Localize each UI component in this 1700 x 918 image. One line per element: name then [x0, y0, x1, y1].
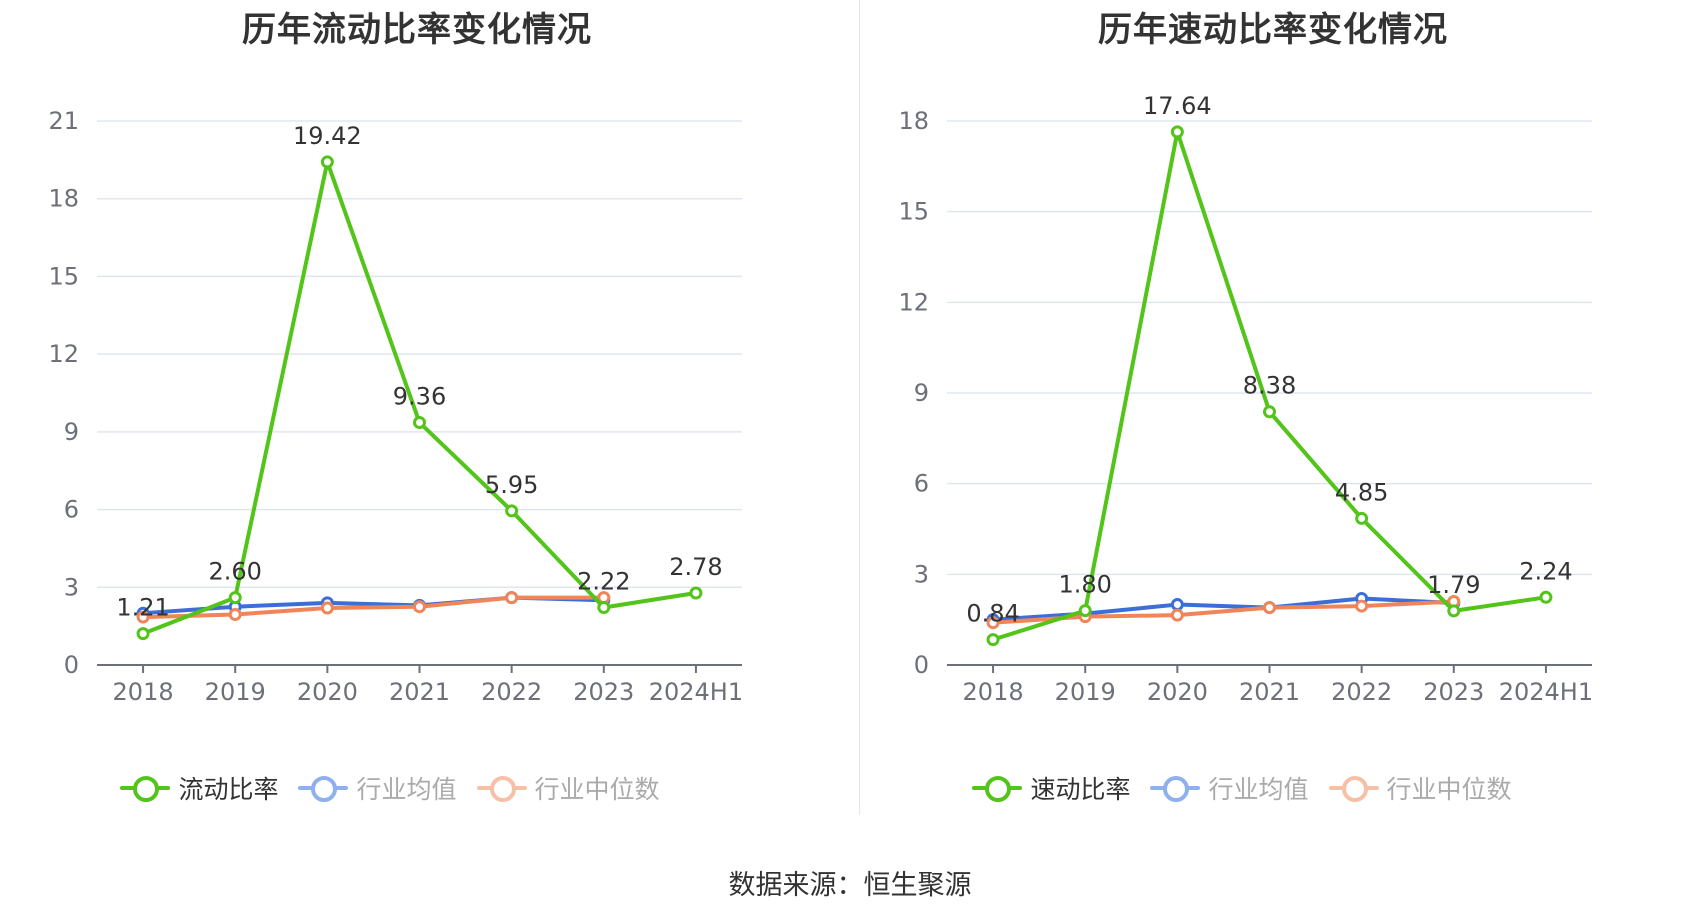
data-point[interactable] [986, 633, 1000, 647]
data-point[interactable] [597, 600, 611, 614]
data-label: 8.38 [1243, 372, 1296, 400]
legend: 速动比率 行业均值 行业中位数 [817, 770, 1667, 806]
legend: 流动比率 行业均值 行业中位数 [0, 770, 815, 806]
data-point[interactable] [1447, 604, 1461, 618]
data-label: 0.84 [966, 600, 1019, 628]
x-tick-label: 2019 [205, 678, 266, 706]
quick-ratio-plot: 0 3 6 9 12 15 18 2018 2019 2020 2021 2022 2023 2024H1… [898, 92, 1593, 706]
legend-item-2[interactable]: 行业中位数 [476, 770, 660, 806]
data-point[interactable] [505, 591, 519, 605]
data-label: 2.60 [208, 558, 261, 586]
y-tick-label: 6 [914, 470, 929, 498]
y-tick-label: 21 [48, 107, 79, 135]
data-point[interactable] [1170, 608, 1184, 622]
data-point[interactable] [1170, 598, 1184, 612]
series-line-2 [143, 595, 604, 620]
legend-line-marker-icon [120, 774, 171, 802]
data-label: 2.24 [1519, 557, 1572, 585]
chart-title: 历年流动比率变化情况 [242, 10, 592, 50]
data-point[interactable] [1078, 604, 1092, 618]
current-ratio-chart: 历年流动比率变化情况 0 3 6 9 12 15 18 21 2018 2019 2020 2021 2… [0, 0, 850, 830]
legend-label: 流动比率 [178, 775, 279, 804]
x-tick-label: 2018 [113, 678, 174, 706]
x-tick-label: 2023 [573, 678, 634, 706]
data-point[interactable] [320, 155, 334, 169]
data-point[interactable] [1170, 125, 1184, 139]
y-tick-label: 18 [48, 185, 79, 213]
data-label: 1.79 [1427, 571, 1480, 599]
legend-item-1[interactable]: 行业均值 [1150, 770, 1309, 806]
x-tick-label: 2022 [1331, 678, 1392, 706]
data-point[interactable] [228, 607, 242, 621]
data-label: 1.80 [1058, 571, 1111, 599]
data-point[interactable] [413, 416, 426, 430]
y-tick-label: 12 [48, 340, 79, 368]
y-tick-label: 0 [64, 651, 79, 679]
x-tick-label: 2021 [1239, 678, 1300, 706]
legend-label: 速动比率 [1030, 775, 1131, 804]
legend-line-marker-icon [972, 774, 1023, 802]
legend-line-marker-icon [1150, 774, 1201, 802]
data-label: 1.21 [116, 594, 169, 622]
y-tick-label: 3 [64, 573, 79, 601]
y-tick-label: 0 [914, 651, 929, 679]
series-line-2 [992, 599, 1454, 625]
x-tick-label: 2019 [1055, 678, 1116, 706]
legend-line-marker-icon [1328, 774, 1379, 802]
legend-label: 行业中位数 [534, 775, 660, 804]
legend-item-0[interactable]: 速动比率 [972, 770, 1130, 806]
data-source-note: 数据来源：恒生聚源 [728, 870, 972, 901]
y-tick-label: 15 [898, 198, 929, 226]
y-tick-label: 12 [898, 288, 929, 316]
data-point[interactable] [689, 586, 703, 600]
data-point[interactable] [136, 627, 150, 641]
data-point[interactable] [136, 610, 150, 624]
data-point[interactable] [505, 504, 519, 518]
x-tick-label: 2020 [297, 678, 358, 706]
legend-item-1[interactable]: 行业均值 [298, 770, 457, 806]
current-ratio-plot: 0 3 6 9 12 15 18 21 2018 2019 2020 2021 2022 2023 2024… [48, 107, 743, 706]
data-point[interactable] [1263, 601, 1276, 615]
panel-divider [859, 0, 860, 815]
data-label: 2.78 [669, 553, 722, 581]
data-point[interactable] [413, 600, 426, 614]
legend-line-marker-icon [476, 774, 527, 802]
chart-title: 历年速动比率变化情况 [1098, 10, 1448, 50]
data-point[interactable] [228, 591, 242, 605]
y-tick-label: 9 [64, 418, 79, 446]
legend-label: 行业中位数 [1386, 775, 1512, 804]
quick-ratio-chart: 历年速动比率变化情况 0 3 6 9 12 15 18 2018 2019 2020 2021 202… [850, 0, 1700, 830]
data-point[interactable] [320, 601, 334, 615]
x-tick-label: 2023 [1423, 678, 1484, 706]
x-tick-label: 2024H1 [1499, 678, 1593, 706]
data-label: 9.36 [393, 383, 446, 411]
data-label: 5.95 [485, 471, 538, 499]
data-point[interactable] [1355, 511, 1369, 525]
legend-label: 行业均值 [1208, 775, 1309, 804]
x-tick-label: 2024H1 [649, 678, 743, 706]
data-label: 17.64 [1143, 92, 1212, 120]
x-tick-label: 2022 [481, 678, 542, 706]
y-tick-label: 9 [914, 379, 929, 407]
x-tick-label: 2021 [389, 678, 450, 706]
legend-label: 行业均值 [356, 775, 457, 804]
y-tick-label: 15 [48, 262, 79, 290]
data-point[interactable] [1355, 599, 1369, 613]
data-label: 2.22 [577, 567, 630, 595]
legend-item-2[interactable]: 行业中位数 [1328, 770, 1512, 806]
data-point[interactable] [1263, 405, 1276, 419]
y-tick-label: 3 [914, 560, 929, 588]
legend-line-marker-icon [298, 774, 349, 802]
x-tick-label: 2018 [963, 678, 1024, 706]
y-tick-label: 6 [64, 496, 79, 524]
data-label: 4.85 [1335, 478, 1388, 506]
legend-item-0[interactable]: 流动比率 [120, 770, 278, 806]
data-point[interactable] [1539, 590, 1553, 604]
data-point[interactable] [986, 616, 1000, 630]
x-tick-label: 2020 [1147, 678, 1208, 706]
y-tick-label: 18 [898, 107, 929, 135]
data-label: 19.42 [293, 122, 362, 150]
